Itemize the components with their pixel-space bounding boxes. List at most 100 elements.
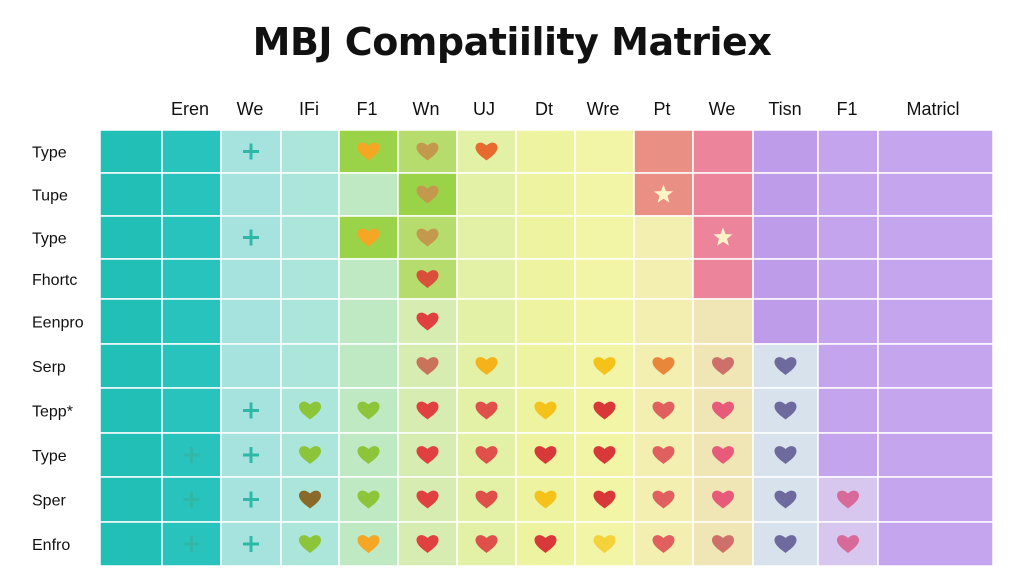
heart-icon — [774, 490, 797, 509]
matrix-cell — [99, 343, 163, 389]
matrix-cell — [817, 215, 879, 260]
heart-icon — [712, 357, 734, 375]
matrix-cell — [515, 521, 576, 567]
matrix-cell — [220, 172, 282, 217]
column-header: F1 — [356, 99, 377, 119]
matrix-cell — [280, 343, 340, 389]
heart-icon — [534, 490, 557, 509]
heart-icon — [475, 142, 498, 161]
heart-icon — [416, 446, 439, 464]
matrix-cell — [99, 258, 163, 300]
heart-icon — [357, 228, 380, 247]
chart-title: MBJ Compatiility Matriex — [252, 20, 772, 64]
matrix-cell — [877, 476, 994, 523]
heart-icon — [357, 490, 380, 509]
matrix-cell — [515, 215, 576, 260]
matrix-cell — [692, 172, 754, 217]
matrix-cell — [280, 215, 340, 260]
matrix-cell — [817, 129, 879, 174]
matrix-cell — [633, 258, 694, 300]
matrix-cell — [574, 129, 635, 174]
matrix-cell — [280, 172, 340, 217]
matrix-cell — [574, 172, 635, 217]
matrix-cell — [99, 521, 163, 567]
matrix-cell — [456, 172, 517, 217]
matrix-cell — [877, 258, 994, 300]
heart-icon — [475, 490, 498, 509]
heart-icon — [774, 446, 797, 464]
heart-icon — [416, 228, 439, 247]
matrix-cell — [752, 298, 819, 345]
matrix-cell — [692, 298, 754, 345]
row-header: Type — [32, 448, 67, 465]
heart-icon — [712, 490, 734, 509]
matrix-cell — [338, 298, 399, 345]
heart-icon — [416, 312, 439, 331]
heart-icon — [712, 401, 734, 420]
matrix-cell — [99, 129, 163, 174]
column-header: Pt — [653, 99, 670, 119]
matrix-cell — [877, 298, 994, 345]
row-header: Enfro — [32, 537, 70, 554]
matrix-cell — [877, 129, 994, 174]
matrix-cell — [161, 129, 222, 174]
matrix-cell — [456, 258, 517, 300]
plus-icon — [243, 536, 259, 552]
heart-icon — [357, 535, 380, 553]
heart-icon — [593, 401, 616, 420]
heart-icon — [774, 357, 797, 375]
plus-icon — [183, 447, 200, 463]
heart-icon — [416, 535, 439, 553]
heart-icon — [416, 490, 439, 509]
column-header: UJ — [473, 99, 495, 119]
matrix-cell — [99, 432, 163, 478]
matrix-cell — [817, 258, 879, 300]
matrix-cell — [456, 387, 517, 434]
matrix-cell — [220, 298, 282, 345]
row-header: Sper — [32, 493, 66, 510]
matrix-cell — [574, 258, 635, 300]
matrix-cell — [338, 343, 399, 389]
matrix-cell — [161, 298, 222, 345]
heart-icon — [475, 446, 498, 464]
matrix-cell — [877, 521, 994, 567]
plus-icon — [243, 491, 259, 508]
heart-icon — [357, 446, 380, 464]
matrix-cell — [161, 215, 222, 260]
heart-icon — [299, 535, 321, 553]
heart-icon — [299, 490, 321, 509]
heart-icon — [416, 142, 439, 161]
star-icon — [713, 227, 733, 246]
heart-icon — [534, 446, 557, 464]
matrix-cell — [220, 343, 282, 389]
column-header: Dt — [535, 99, 553, 119]
matrix-cell — [633, 298, 694, 345]
heart-icon — [712, 535, 734, 553]
matrix-cell — [752, 129, 819, 174]
matrix-cell — [99, 172, 163, 217]
heart-icon — [416, 357, 439, 375]
column-header: We — [237, 99, 264, 119]
matrix-cell — [338, 172, 399, 217]
matrix-cell — [877, 387, 994, 434]
matrix-cell — [99, 387, 163, 434]
matrix-cell — [161, 387, 222, 434]
matrix-cell — [99, 476, 163, 523]
matrix-cell — [161, 343, 222, 389]
matrix-cell — [161, 258, 222, 300]
plus-icon — [243, 143, 259, 160]
heart-icon — [357, 401, 380, 420]
matrix-cell — [515, 298, 576, 345]
column-header: IFi — [299, 99, 319, 119]
heart-icon — [299, 401, 321, 420]
heart-icon — [593, 490, 616, 509]
heart-icon — [652, 357, 675, 375]
heart-icon — [475, 535, 498, 553]
matrix-cell — [280, 129, 340, 174]
row-header: Fhortc — [32, 272, 77, 289]
matrix-cell — [817, 387, 879, 434]
matrix-cell — [633, 215, 694, 260]
row-header: Tepp* — [32, 404, 73, 421]
heart-icon — [837, 535, 859, 553]
